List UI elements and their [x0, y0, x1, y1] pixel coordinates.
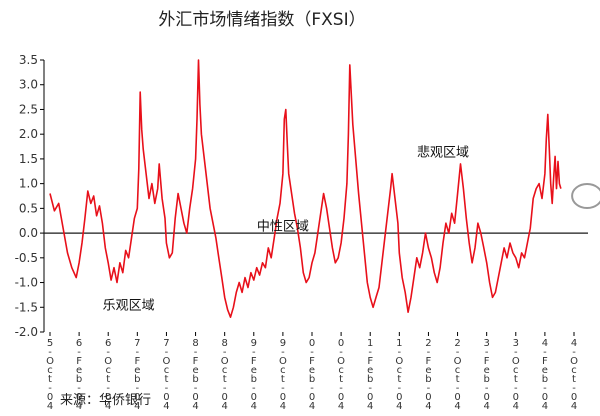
zone-annotation: 悲观区域 — [417, 144, 469, 160]
x-tick-label: 7 -O c t -0 4 — [163, 338, 171, 412]
latest-value-highlight-circle — [571, 183, 600, 209]
x-tick-label: 6 -O c t -0 4 — [104, 338, 112, 412]
x-tick-label: 9 -O c t -0 4 — [279, 338, 287, 412]
x-tick-label: 5 -O c t -0 4 — [46, 338, 54, 412]
y-tick-label: -1.5 — [15, 300, 38, 314]
y-tick-label: 2.5 — [19, 102, 38, 116]
fxsi-series-line — [49, 59, 562, 318]
x-tick-label: 3 -F e b -0 4 — [483, 338, 489, 412]
y-axis: -2.0 -1.5 -1.0 -0.5 0.0 0.5 1.0 1.5 2.0 2.5 3.0 3.5 — [15, 53, 45, 339]
y-tick-label: -0.5 — [15, 251, 38, 265]
x-axis: 5 -O c t -0 4 6 -F e b -0 4 6 -O c t -0 4 7 -F e b -0 4 7 -O c t -0 4… — [46, 332, 578, 412]
y-tick-label: 3.0 — [19, 78, 38, 92]
y-tick-label: -2.0 — [15, 325, 38, 339]
x-tick-label: 3 -O c t -0 4 — [512, 338, 520, 412]
y-tick-label: 2.0 — [19, 127, 38, 141]
x-tick-label: 0 -O c t -0 4 — [337, 338, 345, 412]
x-tick-label: 9 -F e b -0 4 — [251, 338, 257, 412]
y-tick-label: 1.5 — [19, 152, 38, 166]
x-tick-label: 1 -F e b -0 4 — [367, 338, 373, 412]
x-tick-label: 0 -F e b -0 4 — [309, 338, 315, 412]
x-tick-label: 6 -F e b -0 4 — [76, 338, 82, 412]
x-tick-label: 4 -O c t -0 4 — [570, 338, 578, 412]
x-tick-label: 1 -O c t -0 4 — [395, 338, 403, 412]
y-tick-label: -1.0 — [15, 276, 38, 290]
x-tick-label: 2 -O c t -0 4 — [454, 338, 462, 412]
y-tick-label: 3.5 — [19, 53, 38, 67]
chart-title: 外汇市场情绪指数（FXSI） — [158, 10, 365, 30]
y-tick-label: 0.0 — [19, 226, 38, 240]
source-note: 来源：华侨银行 — [60, 393, 151, 408]
y-tick-label: 0.5 — [19, 201, 38, 215]
zone-annotation: 乐观区域 — [103, 299, 155, 314]
x-tick-label: 7 -F e b -0 4 — [134, 338, 140, 412]
zone-annotation: 中性区域 — [257, 220, 309, 235]
x-tick-label: 8 -O c t -0 4 — [221, 338, 229, 412]
x-tick-label: 8 -F e b -0 4 — [192, 338, 198, 412]
x-tick-label: 2 -F e b -0 4 — [425, 338, 431, 412]
y-tick-label: 1.0 — [19, 177, 38, 191]
x-tick-label: 4 -F e b -0 4 — [542, 338, 548, 412]
